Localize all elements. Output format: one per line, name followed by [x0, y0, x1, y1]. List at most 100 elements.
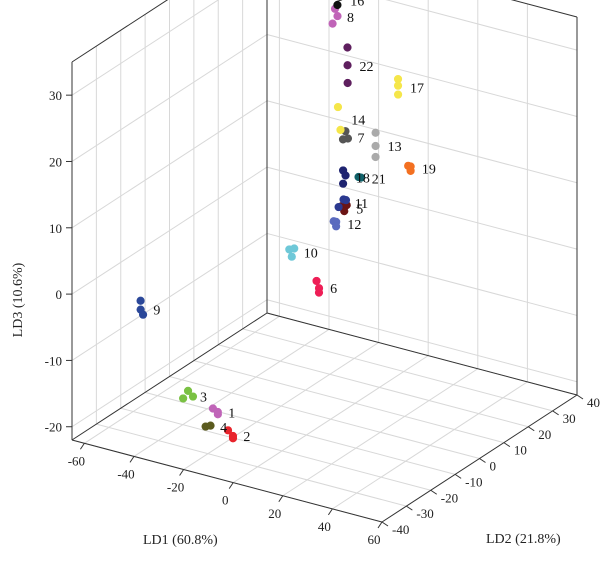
x-tick [79, 443, 85, 450]
cluster-label-2: 2 [243, 430, 250, 445]
x-tick [377, 521, 383, 529]
data-point-6 [314, 288, 324, 297]
y-axis-label: LD2 (21.8%) [486, 532, 561, 547]
cluster-label-1: 1 [228, 407, 235, 422]
x-tick-label: 0 [222, 493, 229, 508]
y-tick [479, 458, 486, 463]
cluster-label-21: 21 [372, 172, 386, 187]
x-tick-label: -40 [117, 466, 134, 481]
data-point-9 [136, 296, 145, 305]
y-tick-label: -30 [416, 506, 433, 521]
y-tick [454, 473, 462, 479]
x-axis-label: LD1 (60.8%) [143, 533, 218, 548]
data-point-11 [341, 196, 351, 205]
data-point-6 [312, 276, 321, 286]
cluster-label-7: 7 [357, 131, 364, 146]
cluster-label-18: 18 [356, 172, 370, 187]
data-point-3 [179, 394, 188, 403]
data-point-8 [328, 19, 337, 28]
data-point-3 [183, 386, 193, 395]
axis-frame-edge [71, 312, 268, 441]
y-tick-label: 30 [563, 411, 576, 426]
data-point-4 [206, 421, 215, 430]
y-tick [381, 521, 389, 527]
x-tick [129, 456, 135, 463]
data-point-14 [333, 102, 343, 112]
point-layer [136, 0, 415, 443]
cluster-label-11: 11 [355, 197, 368, 212]
data-point-3 [188, 392, 198, 401]
cluster-label-8: 8 [347, 11, 354, 26]
y-tick [430, 489, 438, 495]
data-point-5 [340, 206, 349, 216]
gridline [266, 33, 578, 117]
axis-frame-edge [71, 439, 383, 523]
y-tick [552, 410, 559, 416]
grid-layer [71, 0, 578, 523]
data-point-1 [213, 407, 222, 417]
data-point-21 [356, 173, 366, 182]
x-tick-label: -20 [167, 480, 184, 495]
z-tick-label: 30 [49, 88, 62, 103]
y-tick-label: -10 [465, 474, 482, 489]
gridline [71, 166, 268, 295]
data-point-13 [371, 152, 380, 162]
data-point-17 [393, 81, 403, 90]
data-point-13 [371, 141, 380, 151]
z-tick-label: -20 [45, 420, 62, 435]
data-point-18 [341, 171, 350, 180]
gridline [120, 407, 431, 491]
tick-layer: -60-40-200204060-40-30-20-10010203040-20… [45, 88, 600, 547]
gridline [242, 328, 553, 412]
gridline [169, 376, 480, 459]
gridline [144, 391, 456, 475]
axis-frame-edge [510, 0, 578, 18]
x-tick [179, 469, 185, 476]
data-point-14 [336, 125, 345, 134]
z-tick-label: 10 [49, 221, 62, 236]
data-point-22 [343, 61, 352, 70]
cluster-label-19: 19 [422, 163, 436, 178]
x-tick-label: 20 [268, 506, 281, 521]
y-tick-label: 10 [514, 443, 527, 458]
gridline [266, 100, 578, 184]
gridline [71, 100, 268, 229]
cluster-label-3: 3 [200, 390, 207, 405]
data-point-19 [406, 166, 415, 175]
gridline [266, 299, 578, 383]
data-point-10 [290, 244, 299, 253]
gridline [266, 232, 578, 316]
x-tick [278, 495, 284, 503]
y-tick-label: 40 [587, 395, 600, 410]
z-tick-label: 0 [56, 287, 63, 302]
gridline [193, 360, 505, 444]
z-tick-label: 20 [49, 154, 62, 169]
cluster-label-9: 9 [153, 303, 160, 318]
y-tick [503, 442, 511, 448]
x-tick-label: -60 [68, 453, 85, 468]
label-layer: 12345678910111213141516171819202122 [153, 0, 435, 445]
cluster-label-4: 4 [220, 421, 227, 436]
data-point-22 [343, 43, 352, 52]
cluster-label-16: 16 [350, 0, 364, 9]
data-point-11 [334, 202, 343, 212]
data-point-22 [343, 78, 352, 88]
y-tick [576, 394, 584, 400]
cluster-label-12: 12 [347, 218, 361, 233]
cluster-label-17: 17 [410, 81, 424, 96]
data-point-9 [138, 310, 148, 319]
x-tick-label: 40 [318, 519, 331, 534]
gridline [266, 166, 578, 250]
data-point-2 [228, 434, 238, 443]
gridline [385, 0, 578, 51]
y-tick-label: -40 [392, 522, 409, 537]
axis-frame-edge [71, 0, 169, 63]
y-tick-label: 20 [538, 427, 551, 442]
y-tick [406, 505, 413, 511]
data-point-12 [332, 222, 341, 231]
axis-frame-edge [266, 312, 578, 396]
data-point-13 [371, 128, 380, 137]
y-tick [527, 426, 535, 432]
gridline [96, 423, 407, 507]
